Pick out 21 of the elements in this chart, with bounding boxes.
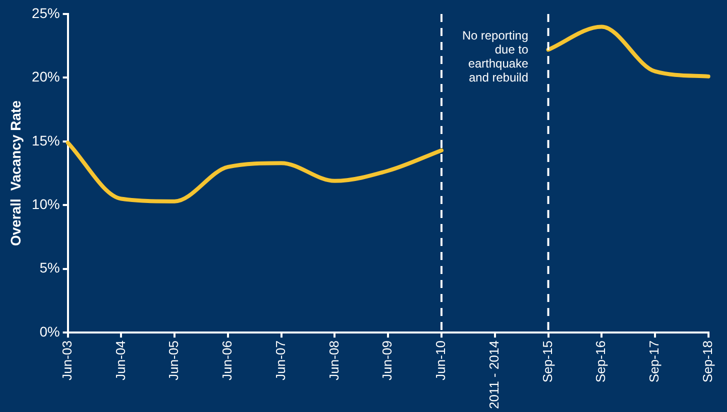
y-tick-label: 10% [32,196,60,212]
x-tick-label: Jun-07 [272,340,288,380]
y-tick-label: 5% [40,260,60,276]
x-tick-label: Jun-08 [326,340,342,380]
x-tick-label: Sep-15 [540,340,555,382]
x-tick-label: Sep-17 [646,340,662,382]
x-tick-label: 2011 - 2014 [486,340,502,410]
x-tick-label: Sep-18 [700,340,715,382]
y-axis-title: Overall Vacancy Rate [7,100,24,246]
x-tick-label: Jun-10 [433,340,448,380]
x-tick-label: Jun-05 [166,340,182,380]
x-tick-label: Jun-09 [380,340,395,380]
x-tick-label: Jun-03 [59,340,74,380]
annotation: No reporting due to earthquake and rebuild [462,28,529,84]
y-tick-label: 0% [40,323,60,340]
y-tick-label: 25% [32,4,60,21]
x-tick-label: Jun-06 [220,340,235,380]
y-tick-label: 20% [32,68,60,85]
y-tick-label: 15% [32,132,60,148]
x-tick-label: Sep-16 [593,340,608,382]
x-tick-label: Jun-04 [112,340,128,380]
